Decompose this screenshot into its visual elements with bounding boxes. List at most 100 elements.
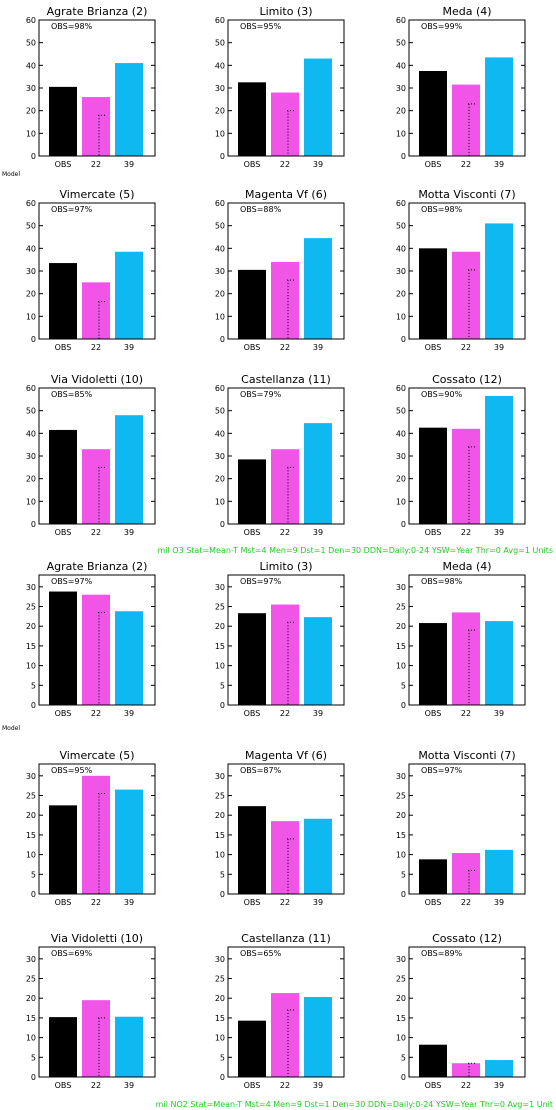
x-tick-label: 22 bbox=[91, 709, 101, 718]
x-tick-label: 22 bbox=[280, 343, 290, 352]
bar-obs bbox=[238, 806, 266, 894]
y-tick-label: 30 bbox=[396, 583, 406, 592]
x-tick-label: 22 bbox=[280, 528, 290, 537]
y-tick-label: 50 bbox=[215, 407, 225, 416]
y-tick-label: 40 bbox=[396, 429, 406, 438]
y-tick-label: 20 bbox=[26, 622, 36, 631]
x-tick-label: 39 bbox=[494, 528, 504, 537]
bar-22 bbox=[452, 1063, 480, 1077]
y-tick-label: 0 bbox=[220, 520, 225, 529]
panel-title: Limito (3) bbox=[259, 560, 312, 573]
y-tick-label: 20 bbox=[215, 107, 225, 116]
panel-title: Meda (4) bbox=[442, 560, 491, 573]
footer-text: mil NO2 Stat=Mean-T Mst=4 Men=9 Dst=1 De… bbox=[156, 1100, 553, 1109]
model-label: Model bbox=[2, 725, 20, 732]
obs-percentage: OBS=98% bbox=[51, 22, 93, 31]
y-tick-label: 20 bbox=[26, 290, 36, 299]
y-tick-label: 10 bbox=[396, 662, 406, 671]
x-tick-label: OBS bbox=[55, 898, 72, 907]
x-tick-label: OBS bbox=[244, 709, 261, 718]
panel-title: Meda (4) bbox=[442, 5, 491, 18]
y-tick-label: 30 bbox=[396, 84, 406, 93]
y-tick-label: 10 bbox=[396, 1034, 406, 1043]
obs-percentage: OBS=85% bbox=[51, 390, 93, 399]
y-tick-label: 50 bbox=[396, 39, 406, 48]
bar-obs bbox=[238, 459, 266, 524]
obs-percentage: OBS=65% bbox=[240, 949, 282, 958]
x-tick-label: OBS bbox=[425, 709, 442, 718]
x-tick-label: 39 bbox=[494, 1081, 504, 1090]
y-tick-label: 25 bbox=[396, 792, 406, 801]
y-tick-label: 10 bbox=[215, 851, 225, 860]
bar-39 bbox=[115, 1016, 143, 1077]
y-tick-label: 30 bbox=[215, 583, 225, 592]
bar-39 bbox=[115, 611, 143, 705]
bar-39 bbox=[485, 57, 513, 156]
panel-title: Motta Visconti (7) bbox=[418, 749, 515, 762]
bar-obs bbox=[419, 623, 447, 705]
bar-22 bbox=[82, 97, 110, 156]
bar-39 bbox=[304, 997, 332, 1077]
x-tick-label: OBS bbox=[244, 898, 261, 907]
y-tick-label: 30 bbox=[26, 84, 36, 93]
obs-percentage: OBS=79% bbox=[240, 390, 282, 399]
y-tick-label: 20 bbox=[396, 475, 406, 484]
y-tick-label: 0 bbox=[401, 335, 406, 344]
y-tick-label: 50 bbox=[215, 222, 225, 231]
panel-frame bbox=[408, 574, 526, 706]
x-tick-label: 22 bbox=[461, 898, 471, 907]
obs-percentage: OBS=95% bbox=[240, 22, 282, 31]
bar-22 bbox=[82, 449, 110, 524]
panel-frame bbox=[227, 574, 345, 706]
y-tick-label: 0 bbox=[220, 1073, 225, 1082]
obs-percentage: OBS=98% bbox=[421, 205, 463, 214]
x-tick-label: 39 bbox=[124, 1081, 134, 1090]
y-tick-label: 0 bbox=[220, 701, 225, 710]
y-tick-label: 0 bbox=[401, 890, 406, 899]
panel-frame bbox=[38, 946, 156, 1078]
obs-percentage: OBS=97% bbox=[51, 577, 93, 586]
y-tick-label: 30 bbox=[396, 267, 406, 276]
bar-obs bbox=[49, 591, 77, 705]
x-tick-label: 39 bbox=[124, 160, 134, 169]
y-tick-label: 50 bbox=[396, 222, 406, 231]
y-tick-label: 10 bbox=[215, 662, 225, 671]
y-tick-label: 0 bbox=[31, 701, 36, 710]
bar-obs bbox=[238, 269, 266, 339]
x-tick-label: 22 bbox=[91, 898, 101, 907]
y-tick-label: 30 bbox=[26, 772, 36, 781]
panel-frame bbox=[408, 946, 526, 1078]
x-tick-label: 22 bbox=[461, 160, 471, 169]
y-tick-label: 15 bbox=[396, 642, 406, 651]
y-tick-label: 40 bbox=[215, 244, 225, 253]
footer-text: mil O3 Stat=Mean-T Mst=4 Men=9 Dst=1 Den… bbox=[157, 546, 553, 555]
y-tick-label: 15 bbox=[26, 1014, 36, 1023]
x-tick-label: 22 bbox=[280, 160, 290, 169]
bar-obs bbox=[238, 1020, 266, 1077]
y-tick-label: 0 bbox=[401, 1073, 406, 1082]
obs-percentage: OBS=89% bbox=[421, 949, 463, 958]
bar-22 bbox=[452, 84, 480, 156]
panel-title: Limito (3) bbox=[259, 5, 312, 18]
panel-title: Vimercate (5) bbox=[59, 188, 134, 201]
x-tick-label: OBS bbox=[55, 160, 72, 169]
bar-22 bbox=[452, 853, 480, 894]
panel-title: Cossato (12) bbox=[432, 373, 502, 386]
y-tick-label: 30 bbox=[215, 772, 225, 781]
y-tick-label: 40 bbox=[26, 244, 36, 253]
y-tick-label: 0 bbox=[401, 520, 406, 529]
y-tick-label: 60 bbox=[215, 199, 225, 208]
y-tick-label: 30 bbox=[26, 583, 36, 592]
y-tick-label: 0 bbox=[401, 701, 406, 710]
bar-39 bbox=[304, 617, 332, 705]
y-tick-label: 10 bbox=[26, 129, 36, 138]
bar-39 bbox=[485, 621, 513, 705]
y-tick-label: 15 bbox=[396, 831, 406, 840]
x-tick-label: 39 bbox=[124, 709, 134, 718]
y-tick-label: 50 bbox=[26, 222, 36, 231]
y-tick-label: 60 bbox=[396, 16, 406, 25]
x-tick-label: OBS bbox=[55, 343, 72, 352]
bar-obs bbox=[419, 1044, 447, 1077]
bar-39 bbox=[485, 223, 513, 339]
